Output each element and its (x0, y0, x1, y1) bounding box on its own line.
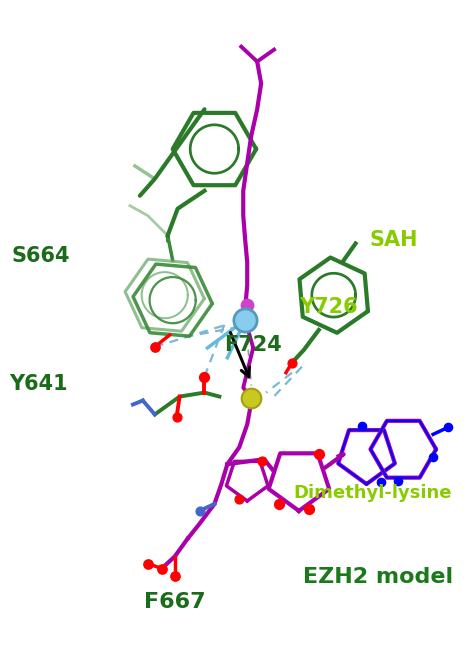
Point (171, 571, 178, 581)
Point (288, 358, 296, 368)
Text: Y726: Y726 (299, 297, 357, 317)
Point (244, 300, 251, 310)
Point (315, 449, 323, 459)
Text: Dimethyl-lysine: Dimethyl-lysine (294, 484, 452, 502)
Point (305, 504, 313, 514)
Text: EZH2 model: EZH2 model (302, 567, 453, 587)
Text: F724: F724 (224, 335, 282, 355)
Point (236, 494, 243, 504)
Point (241, 315, 249, 325)
Point (201, 371, 208, 382)
Point (358, 421, 365, 432)
Point (196, 506, 203, 516)
Point (429, 452, 437, 463)
Point (378, 477, 385, 487)
Point (275, 499, 283, 509)
Point (144, 558, 152, 568)
Point (247, 392, 255, 402)
Text: SAH: SAH (370, 229, 419, 249)
Point (394, 476, 402, 486)
Point (151, 342, 159, 352)
Point (444, 422, 452, 433)
Point (173, 412, 181, 422)
Text: F667: F667 (144, 592, 206, 612)
Point (158, 563, 165, 574)
Point (258, 456, 266, 466)
Text: S664: S664 (11, 245, 70, 266)
Text: Y641: Y641 (9, 374, 68, 394)
